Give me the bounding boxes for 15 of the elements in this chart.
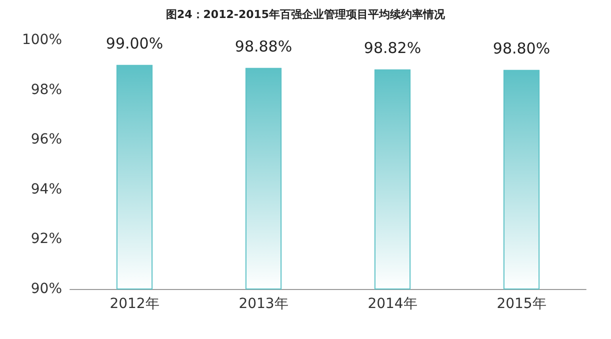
x-tick-label: 2015年 (496, 296, 546, 312)
x-tick-label: 2013年 (238, 296, 288, 312)
data-label: 99.00% (106, 34, 164, 52)
y-tick-label: 92% (30, 231, 62, 248)
y-tick-label: 90% (30, 281, 62, 297)
y-tick-label: 96% (30, 132, 62, 148)
data-label: 98.80% (492, 39, 550, 58)
y-tick-label: 94% (30, 181, 62, 198)
y-tick-label: 100% (22, 32, 62, 48)
chart-title: 图24：2012-2015年百强企业管理项目平均续约率情况 (166, 8, 446, 21)
data-label: 98.82% (364, 38, 422, 57)
y-tick-label: 98% (30, 82, 62, 98)
x-tick-label: 2014年 (368, 296, 418, 312)
data-label: 98.88% (234, 37, 292, 56)
x-tick-label: 2012年 (110, 296, 160, 312)
